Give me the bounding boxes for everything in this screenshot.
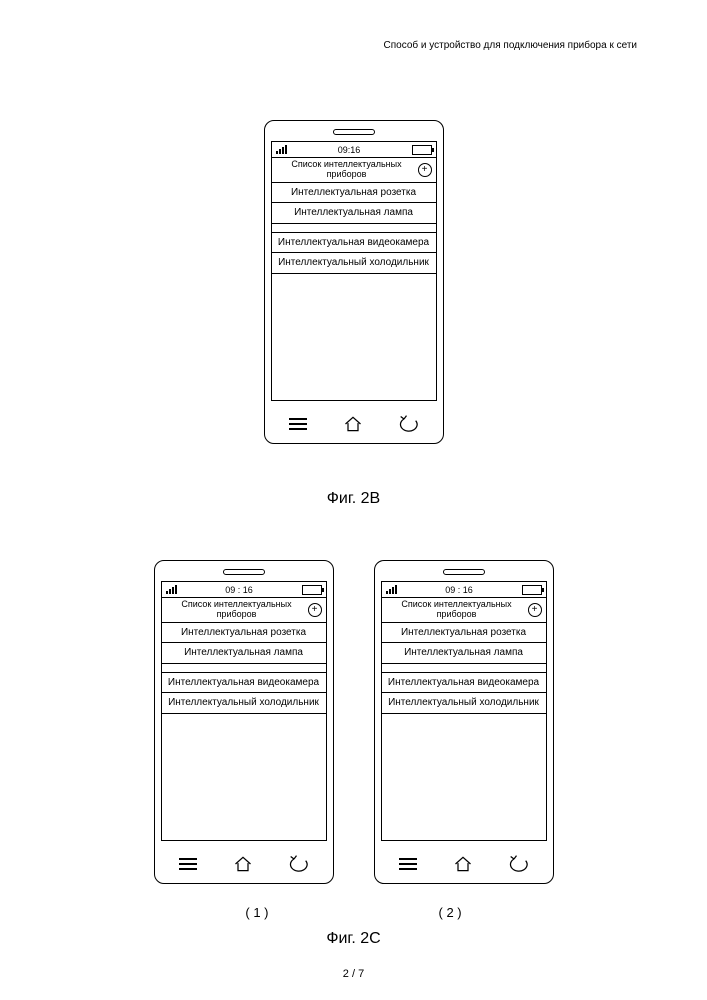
list-item[interactable]: Интеллектуальный холодильник <box>382 693 546 714</box>
document-header: Способ и устройство для подключения приб… <box>384 40 637 51</box>
menu-icon[interactable] <box>397 855 419 873</box>
phone-speaker <box>333 129 375 135</box>
nav-bar <box>381 847 547 875</box>
page: Способ и устройство для подключения приб… <box>0 0 707 1000</box>
home-icon[interactable] <box>452 855 474 873</box>
list-title-row: Список интеллектуальных приборов + <box>162 598 326 623</box>
signal-icon <box>166 585 177 594</box>
figure-2c-area: 09 : 16 Список интеллектуальных приборов… <box>0 560 707 884</box>
list-filler <box>382 714 546 840</box>
status-bar: 09 : 16 <box>162 582 326 598</box>
list-item[interactable]: Интеллектуальная видеокамера <box>162 673 326 694</box>
back-icon[interactable] <box>288 855 310 873</box>
list-item[interactable]: Интеллектуальная лампа <box>162 643 326 664</box>
status-bar: 09 : 16 <box>382 582 546 598</box>
phone-screen: 09:16 Список интеллектуальных приборов +… <box>271 141 437 401</box>
list-item[interactable]: Интеллектуальный холодильник <box>272 253 436 274</box>
figure-2b-area: 09:16 Список интеллектуальных приборов +… <box>0 120 707 444</box>
list-item[interactable]: Интеллектуальная видеокамера <box>382 673 546 694</box>
phone-screen: 09 : 16 Список интеллектуальных приборов… <box>381 581 547 841</box>
menu-icon[interactable] <box>287 415 309 433</box>
list-item[interactable]: Интеллектуальная розетка <box>382 623 546 644</box>
list-item[interactable]: Интеллектуальная розетка <box>272 183 436 204</box>
signal-icon <box>386 585 397 594</box>
subcaption-2: ( 2 ) <box>439 905 462 920</box>
list-gap <box>272 224 436 233</box>
home-icon[interactable] <box>342 415 364 433</box>
list-filler <box>162 714 326 840</box>
list-gap <box>162 664 326 673</box>
nav-bar <box>271 407 437 435</box>
battery-icon <box>412 145 432 155</box>
sub-captions: ( 1 ) ( 2 ) <box>0 905 707 920</box>
list-item[interactable]: Интеллектуальная лампа <box>382 643 546 664</box>
add-icon[interactable]: + <box>528 603 542 617</box>
list-title-row: Список интеллектуальных приборов + <box>272 158 436 183</box>
status-bar: 09:16 <box>272 142 436 158</box>
phone-speaker <box>443 569 485 575</box>
subcaption-1: ( 1 ) <box>245 905 268 920</box>
menu-icon[interactable] <box>177 855 199 873</box>
nav-bar <box>161 847 327 875</box>
status-time: 09:16 <box>338 145 361 155</box>
list-item[interactable]: Интеллектуальная лампа <box>272 203 436 224</box>
add-icon[interactable]: + <box>418 163 432 177</box>
list-filler <box>272 274 436 400</box>
battery-icon <box>522 585 542 595</box>
signal-icon <box>276 145 287 154</box>
phone-speaker <box>223 569 265 575</box>
phone-mockup: 09:16 Список интеллектуальных приборов +… <box>264 120 444 444</box>
list-item[interactable]: Интеллектуальная розетка <box>162 623 326 644</box>
phone-mockup: 09 : 16 Список интеллектуальных приборов… <box>374 560 554 884</box>
back-icon[interactable] <box>398 415 420 433</box>
status-time: 09 : 16 <box>445 585 473 595</box>
figure-2c-caption: Фиг. 2C <box>0 930 707 948</box>
list-item[interactable]: Интеллектуальная видеокамера <box>272 233 436 254</box>
status-time: 09 : 16 <box>225 585 253 595</box>
list-item[interactable]: Интеллектуальный холодильник <box>162 693 326 714</box>
back-icon[interactable] <box>508 855 530 873</box>
battery-icon <box>302 585 322 595</box>
list-title-row: Список интеллектуальных приборов + <box>382 598 546 623</box>
phone-screen: 09 : 16 Список интеллектуальных приборов… <box>161 581 327 841</box>
phone-mockup: 09 : 16 Список интеллектуальных приборов… <box>154 560 334 884</box>
figure-2b-caption: Фиг. 2B <box>0 490 707 508</box>
list-title: Список интеллектуальных приборов <box>401 599 511 619</box>
home-icon[interactable] <box>232 855 254 873</box>
list-title: Список интеллектуальных приборов <box>291 159 401 179</box>
add-icon[interactable]: + <box>308 603 322 617</box>
page-number: 2 / 7 <box>0 968 707 980</box>
list-title: Список интеллектуальных приборов <box>181 599 291 619</box>
list-gap <box>382 664 546 673</box>
